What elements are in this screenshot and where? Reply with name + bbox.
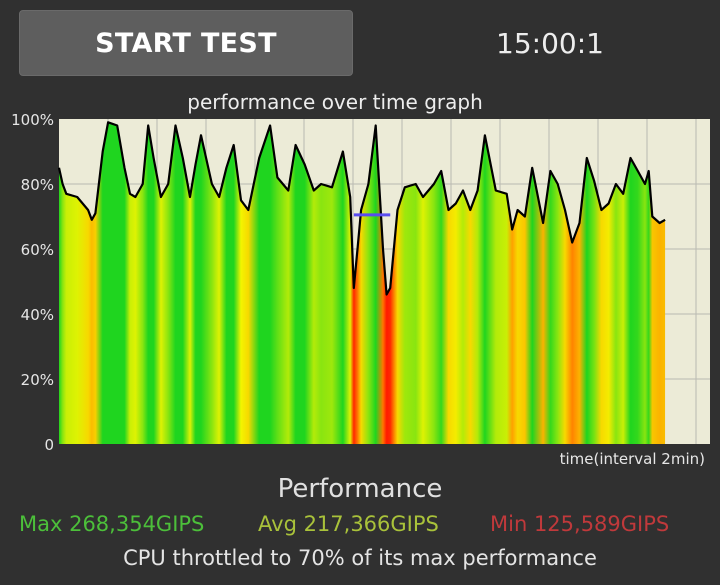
graph-title: performance over time graph	[187, 90, 483, 114]
y-tick-label: 60%	[21, 241, 54, 259]
performance-chart: 0 20% 40% 60% 80% 100% time(interval 2min)	[11, 111, 710, 468]
y-tick-label: 80%	[21, 176, 54, 194]
performance-heading: Performance	[277, 474, 443, 504]
y-axis-labels: 0 20% 40% 60% 80% 100%	[11, 111, 54, 454]
start-test-button[interactable]: START TEST	[19, 10, 353, 76]
y-tick-label: 20%	[21, 371, 54, 389]
max-performance: Max 268,354GIPS	[19, 512, 205, 536]
y-tick-label: 40%	[21, 306, 54, 324]
performance-line	[57, 121, 666, 296]
throttle-message: CPU throttled to 70% of its max performa…	[123, 546, 597, 570]
min-performance: Min 125,589GIPS	[490, 512, 670, 536]
y-tick-label: 100%	[11, 111, 54, 129]
performance-stats: Max 268,354GIPS Avg 217,366GIPS Min 125,…	[0, 512, 720, 542]
timer-display: 15:00:1	[496, 26, 604, 60]
y-tick-label: 0	[44, 436, 54, 454]
avg-performance: Avg 217,366GIPS	[258, 512, 439, 536]
x-axis-label: time(interval 2min)	[560, 450, 705, 468]
